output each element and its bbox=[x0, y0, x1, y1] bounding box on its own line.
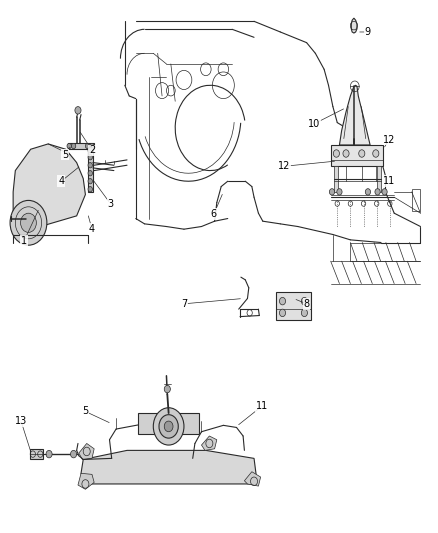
Polygon shape bbox=[339, 85, 370, 145]
Text: 3: 3 bbox=[107, 199, 113, 208]
Ellipse shape bbox=[279, 309, 286, 317]
Ellipse shape bbox=[71, 450, 77, 458]
Text: 1: 1 bbox=[21, 236, 27, 246]
Ellipse shape bbox=[75, 107, 81, 114]
Bar bbox=[377, 166, 381, 192]
Ellipse shape bbox=[301, 297, 307, 305]
Ellipse shape bbox=[10, 200, 47, 245]
Ellipse shape bbox=[88, 148, 92, 153]
Ellipse shape bbox=[88, 187, 92, 192]
Bar bbox=[88, 147, 93, 192]
Bar bbox=[30, 449, 43, 459]
Text: 8: 8 bbox=[304, 299, 310, 309]
Polygon shape bbox=[13, 144, 85, 235]
Text: 10: 10 bbox=[308, 119, 321, 128]
Ellipse shape bbox=[85, 143, 90, 149]
Text: 5: 5 bbox=[82, 407, 88, 416]
Ellipse shape bbox=[343, 150, 349, 157]
Ellipse shape bbox=[88, 179, 92, 184]
Bar bbox=[276, 292, 311, 320]
Bar bbox=[68, 143, 94, 149]
Ellipse shape bbox=[337, 189, 342, 195]
Text: 4: 4 bbox=[89, 224, 95, 234]
Ellipse shape bbox=[365, 189, 371, 195]
Text: 9: 9 bbox=[365, 27, 371, 37]
Polygon shape bbox=[78, 473, 94, 489]
Text: 11: 11 bbox=[256, 401, 268, 411]
Ellipse shape bbox=[301, 309, 307, 317]
Bar bbox=[138, 413, 199, 434]
Ellipse shape bbox=[164, 385, 170, 393]
Polygon shape bbox=[79, 443, 94, 459]
Bar bbox=[331, 145, 383, 166]
Ellipse shape bbox=[333, 150, 339, 157]
Polygon shape bbox=[351, 18, 357, 33]
Ellipse shape bbox=[279, 297, 286, 305]
Polygon shape bbox=[81, 450, 256, 484]
Text: 2: 2 bbox=[89, 146, 95, 155]
Ellipse shape bbox=[359, 150, 365, 157]
Ellipse shape bbox=[71, 143, 76, 149]
Ellipse shape bbox=[373, 150, 379, 157]
Bar bbox=[334, 166, 338, 192]
Ellipse shape bbox=[382, 189, 387, 195]
Polygon shape bbox=[244, 472, 261, 486]
Ellipse shape bbox=[159, 415, 178, 438]
Text: 5: 5 bbox=[62, 150, 68, 159]
Ellipse shape bbox=[67, 143, 71, 149]
Ellipse shape bbox=[21, 213, 36, 232]
Ellipse shape bbox=[153, 408, 184, 445]
Bar bbox=[412, 189, 420, 211]
Ellipse shape bbox=[375, 189, 380, 195]
Text: 11: 11 bbox=[383, 176, 395, 186]
Text: 13: 13 bbox=[15, 416, 27, 426]
Ellipse shape bbox=[46, 450, 52, 458]
Text: 12: 12 bbox=[278, 161, 290, 171]
Ellipse shape bbox=[88, 163, 92, 168]
Ellipse shape bbox=[90, 143, 94, 149]
Text: 4: 4 bbox=[58, 176, 64, 186]
Polygon shape bbox=[201, 436, 217, 450]
Ellipse shape bbox=[88, 171, 92, 176]
Ellipse shape bbox=[88, 155, 92, 160]
Text: 7: 7 bbox=[181, 299, 187, 309]
Text: 12: 12 bbox=[383, 135, 395, 144]
Ellipse shape bbox=[164, 421, 173, 432]
Text: 6: 6 bbox=[211, 209, 217, 219]
Ellipse shape bbox=[329, 189, 335, 195]
